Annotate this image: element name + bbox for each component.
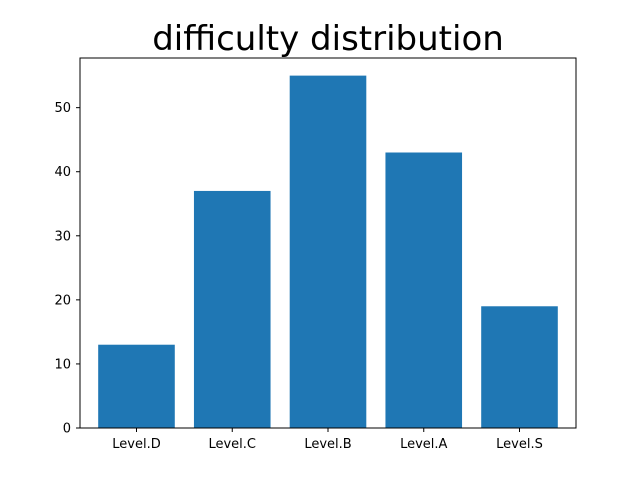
y-tick-label: 30	[54, 229, 71, 244]
x-tick-label: Level.A	[400, 437, 447, 452]
bar-level-b	[289, 75, 367, 429]
x-tick-label: Level.D	[112, 437, 160, 452]
y-tick-label: 40	[54, 165, 71, 180]
bar-level-a	[385, 152, 463, 428]
bar-level-s	[481, 306, 558, 428]
chart-title: difficulty distribution	[152, 19, 504, 59]
y-tick-label: 20	[54, 293, 71, 308]
bar-level-d	[98, 344, 175, 428]
x-tick-label: Level.C	[208, 437, 256, 452]
y-tick-label: 50	[54, 101, 71, 116]
x-axis: Level.D Level.C Level.B Level.A Level.S	[112, 428, 543, 452]
y-axis: 0 10 20 30 40 50	[54, 101, 80, 437]
y-tick-label: 10	[54, 357, 71, 372]
plot-frame	[79, 57, 577, 429]
x-tick-label: Level.S	[496, 437, 543, 452]
x-tick-label: Level.B	[304, 437, 351, 452]
bars-layer	[98, 75, 558, 429]
bar-level-c	[193, 190, 271, 428]
y-tick-label: 0	[63, 422, 71, 437]
